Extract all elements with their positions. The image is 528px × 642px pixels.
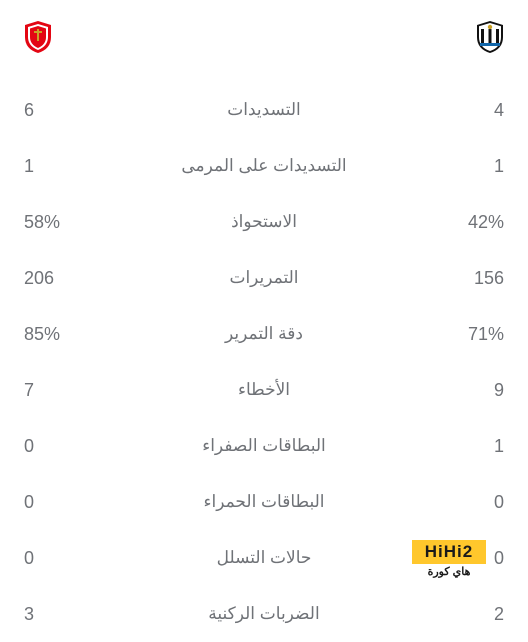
away-value: 42% [444, 212, 504, 233]
stat-row: 7 الأخطاء 9 [24, 362, 504, 418]
home-value: 58% [24, 212, 84, 233]
stat-row: 0 البطاقات الصفراء 1 [24, 418, 504, 474]
home-value: 0 [24, 492, 84, 513]
stat-label: التسديدات [84, 100, 444, 120]
stat-row: 0 حالات التسلل 0 [24, 530, 504, 586]
stat-row: 206 التمريرات 156 [24, 250, 504, 306]
away-team-crest-icon [476, 21, 504, 53]
stat-label: البطاقات الصفراء [84, 436, 444, 456]
away-value: 1 [444, 156, 504, 177]
stat-row: 85% دقة التمرير 71% [24, 306, 504, 362]
home-team-crest-icon [24, 21, 52, 53]
stat-label: حالات التسلل [84, 548, 444, 568]
home-value: 206 [24, 268, 84, 289]
stat-label: الأخطاء [84, 380, 444, 400]
home-value: 0 [24, 436, 84, 457]
stat-label: دقة التمرير [84, 324, 444, 344]
home-value: 7 [24, 380, 84, 401]
home-value: 3 [24, 604, 84, 625]
home-value: 0 [24, 548, 84, 569]
stat-label: البطاقات الحمراء [84, 492, 444, 512]
stat-row: 1 التسديدات على المرمى 1 [24, 138, 504, 194]
home-value: 85% [24, 324, 84, 345]
stats-list: 6 التسديدات 4 1 التسديدات على المرمى 1 5… [24, 82, 504, 642]
away-value: 0 [444, 548, 504, 569]
away-value: 9 [444, 380, 504, 401]
home-value: 6 [24, 100, 84, 121]
stat-row: 58% الاستحواذ 42% [24, 194, 504, 250]
home-value: 1 [24, 156, 84, 177]
stats-container: 6 التسديدات 4 1 التسديدات على المرمى 1 5… [0, 0, 528, 640]
away-value: 1 [444, 436, 504, 457]
away-value: 0 [444, 492, 504, 513]
away-value: 71% [444, 324, 504, 345]
stat-label: الاستحواذ [84, 212, 444, 232]
stat-label: التسديدات على المرمى [84, 156, 444, 176]
teams-header [24, 20, 504, 54]
stat-row: 0 البطاقات الحمراء 0 [24, 474, 504, 530]
away-value: 2 [444, 604, 504, 625]
stat-row: 6 التسديدات 4 [24, 82, 504, 138]
away-value: 156 [444, 268, 504, 289]
stat-row: 3 الضربات الركنية 2 [24, 586, 504, 642]
stat-label: التمريرات [84, 268, 444, 288]
stat-label: الضربات الركنية [84, 604, 444, 624]
away-value: 4 [444, 100, 504, 121]
